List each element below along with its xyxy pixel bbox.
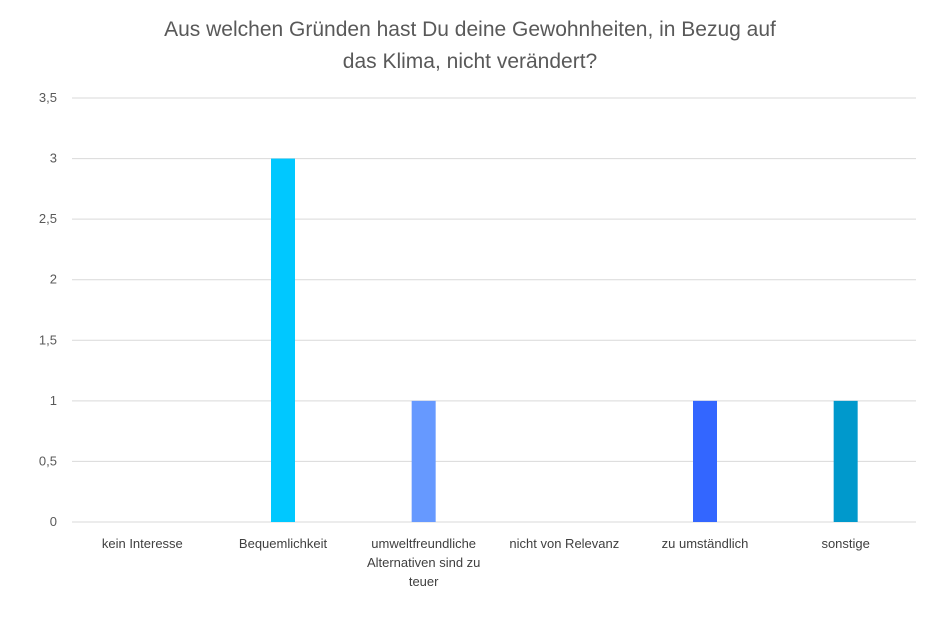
y-tick-label: 0,5 bbox=[39, 453, 57, 468]
gridlines bbox=[72, 97, 916, 523]
bar bbox=[833, 400, 858, 522]
x-category-label: umweltfreundliche Alternativen sind zu teu… bbox=[367, 536, 480, 589]
chart-title: Aus welchen Gründen hast Du deine Gewohn… bbox=[60, 14, 880, 78]
y-tick-label: 1,5 bbox=[39, 332, 57, 347]
chart-title-line-1: Aus welchen Gründen hast Du deine Gewohn… bbox=[164, 18, 776, 41]
x-category-label-line: Bequemlichkeit bbox=[239, 536, 328, 551]
bar bbox=[271, 158, 295, 523]
y-axis: 0 0,5 1 1,5 2 2,5 3 3,5 bbox=[39, 90, 57, 529]
bar bbox=[693, 400, 717, 522]
x-category-label: zu umständlich bbox=[662, 536, 749, 551]
y-tick-label: 2,5 bbox=[39, 211, 57, 226]
y-tick-label: 3 bbox=[50, 151, 57, 166]
x-category-label: Bequemlichkeit bbox=[239, 536, 328, 551]
x-category-label-line: Alternativen sind zu bbox=[367, 555, 480, 570]
y-tick-label: 3,5 bbox=[39, 90, 57, 105]
y-tick-label: 2 bbox=[50, 272, 57, 287]
x-axis: kein Interesse Bequemlichkeit umweltfreund… bbox=[102, 536, 870, 589]
x-category-label-line: nicht von Relevanz bbox=[509, 536, 619, 551]
x-category-label: kein Interesse bbox=[102, 536, 183, 551]
x-category-label: sonstige bbox=[821, 536, 869, 551]
x-category-label-line: zu umständlich bbox=[662, 536, 749, 551]
y-tick-label: 1 bbox=[50, 393, 57, 408]
chart-title-line-2: das Klima, nicht verändert? bbox=[342, 50, 598, 73]
bars bbox=[271, 158, 858, 523]
bar bbox=[411, 400, 436, 522]
x-category-label-line: teuer bbox=[409, 574, 439, 589]
y-tick-label: 0 bbox=[50, 514, 57, 529]
x-category-label: nicht von Relevanz bbox=[509, 536, 619, 551]
x-category-label-line: umweltfreundliche bbox=[371, 536, 476, 551]
x-category-label-line: kein Interesse bbox=[102, 536, 183, 551]
x-category-label-line: sonstige bbox=[821, 536, 869, 551]
